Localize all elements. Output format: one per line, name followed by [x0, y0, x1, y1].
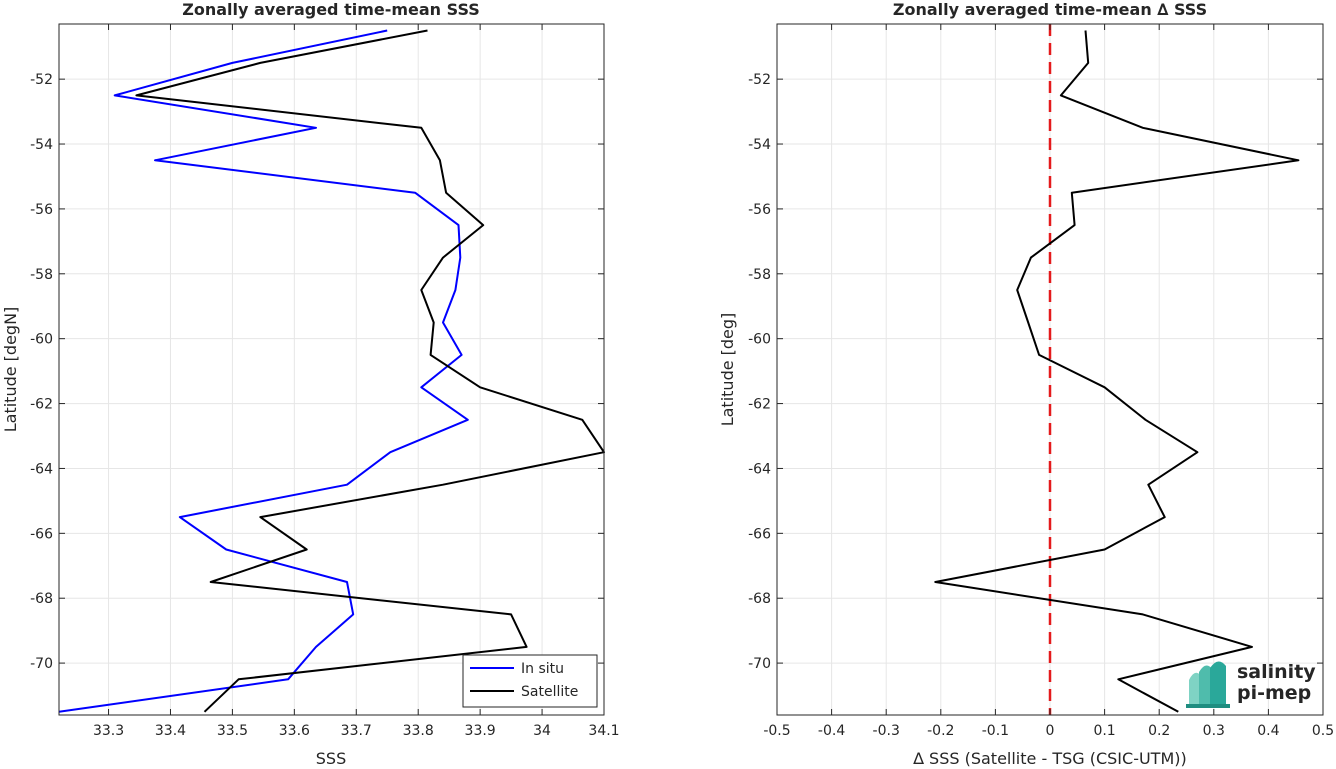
sss-x-tick-label: 33.3: [93, 723, 124, 739]
sss-y-tick-label: -52: [30, 72, 53, 88]
sss-y-tick-label: -70: [30, 656, 53, 672]
sss-ticks: 33.3 33.4 33.5 33.6 33.7 33.8 33.9 34 34.1 -52 -54…: [30, 24, 620, 739]
sss-legend: In situ Satellite: [462, 654, 598, 708]
sss-y-tick-label: -64: [30, 461, 53, 477]
sss-x-tick-label: 33.7: [341, 723, 372, 739]
delta-x-tick-label: 0.2: [1148, 723, 1170, 739]
delta-x-tick-label: 0.1: [1093, 723, 1115, 739]
delta-chart-title: Zonally averaged time-mean ∆ SSS: [893, 0, 1207, 19]
sss-x-tick-label: 33.5: [217, 723, 248, 739]
salinity-wave-icon: [1186, 661, 1230, 708]
sss-chart-title: Zonally averaged time-mean SSS: [182, 0, 480, 19]
legend-box: [462, 654, 598, 708]
delta-x-tick-label: 0.4: [1257, 723, 1279, 739]
delta-y-tick-label: -58: [748, 267, 771, 283]
sss-y-axis-label: Latitude [degN]: [1, 307, 20, 433]
sss-series-lines: [58, 29, 605, 713]
delta-x-tick-label: 0.5: [1312, 723, 1334, 739]
delta-x-tick-label: 0: [1046, 723, 1055, 739]
delta-series-lines: [934, 24, 1300, 715]
delta-y-tick-label: -64: [748, 461, 771, 477]
sss-x-tick-label: 34.1: [588, 723, 619, 739]
sss-x-axis-label: SSS: [316, 749, 346, 768]
logo-text-salinity: salinity: [1237, 661, 1316, 683]
sss-y-tick-label: -56: [30, 202, 53, 218]
delta-x-tick-label: -0.2: [927, 723, 954, 739]
sss-x-tick-label: 33.8: [403, 723, 434, 739]
sss-line-in-situ: [58, 29, 469, 713]
delta-y-tick-label: -60: [748, 332, 771, 348]
delta-x-tick-label: -0.5: [763, 723, 790, 739]
delta-y-tick-label: -56: [748, 202, 771, 218]
delta-y-tick-label: -52: [748, 72, 771, 88]
sss-y-tick-label: -66: [30, 526, 53, 542]
delta-x-tick-label: -0.1: [982, 723, 1009, 739]
delta-line-series-0: [934, 30, 1300, 713]
sss-y-tick-label: -62: [30, 397, 53, 413]
delta-y-tick-label: -54: [748, 137, 771, 153]
delta-x-axis-label: ∆ SSS (Satellite - TSG (CSIC-UTM)): [912, 749, 1186, 768]
delta-y-tick-label: -70: [748, 656, 771, 672]
sss-y-tick-label: -54: [30, 137, 53, 153]
sss-panel: Zonally averaged time-mean SSS 33.3 33.4 3…: [1, 0, 620, 768]
legend-label-in-situ: In situ: [521, 661, 564, 677]
sss-x-tick-label: 33.6: [279, 723, 310, 739]
sss-axes-box: [58, 23, 605, 716]
sss-x-tick-label: 33.9: [465, 723, 496, 739]
delta-x-tick-label: -0.3: [873, 723, 900, 739]
delta-x-tick-label: 0.3: [1203, 723, 1225, 739]
sss-x-tick-label: 34: [533, 723, 551, 739]
delta-y-tick-label: -66: [748, 526, 771, 542]
delta-x-tick-label: -0.4: [818, 723, 845, 739]
sss-y-tick-label: -60: [30, 332, 53, 348]
sss-y-tick-label: -68: [30, 591, 53, 607]
delta-y-axis-label: Latitude [deg]: [718, 313, 737, 427]
delta-y-tick-label: -68: [748, 591, 771, 607]
delta-sss-panel: Zonally averaged time-mean ∆ SSS -0.5 -0.…: [718, 0, 1334, 768]
sss-line-satellite: [135, 29, 605, 713]
sss-x-tick-label: 33.4: [155, 723, 186, 739]
logo-text-pimep: pi-mep: [1237, 682, 1311, 704]
legend-label-satellite: Satellite: [521, 684, 578, 700]
salinity-pimep-logo: salinity pi-mep: [1186, 661, 1316, 708]
delta-y-tick-label: -62: [748, 397, 771, 413]
delta-ticks: -0.5 -0.4 -0.3 -0.2 -0.1 0 0.1 0.2 0.3 0.4 0.5 -52 -…: [748, 24, 1334, 739]
sss-y-tick-label: -58: [30, 267, 53, 283]
